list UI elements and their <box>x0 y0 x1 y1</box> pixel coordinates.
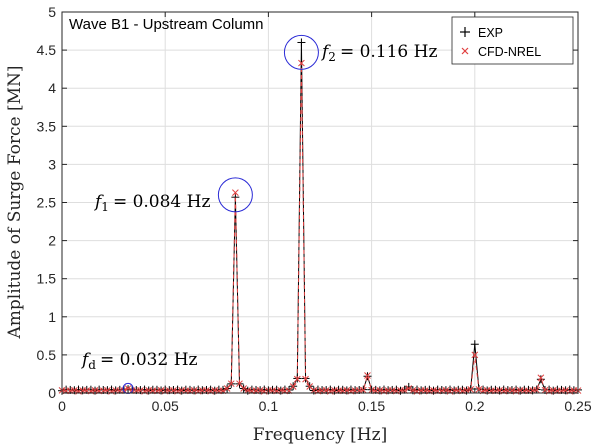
data-point-marker <box>442 387 450 394</box>
x-tick-label: 0.2 <box>465 398 485 414</box>
data-point-marker <box>71 387 78 394</box>
data-point-marker <box>302 375 309 383</box>
data-point-marker <box>471 351 479 359</box>
y-tick-label: 4 <box>48 80 56 96</box>
data-point-marker <box>533 386 541 394</box>
y-tick-label: 4.5 <box>37 42 57 58</box>
annotation-f2-label: f2 = 0.116 Hz <box>320 42 437 64</box>
data-point-marker <box>562 387 569 394</box>
y-tick-label: 1 <box>48 309 56 325</box>
legend-marker-exp <box>460 27 470 37</box>
data-point-marker <box>190 386 198 394</box>
y-tick-label: 3 <box>48 156 56 172</box>
x-tick-label: 0.05 <box>152 398 179 414</box>
data-point-marker <box>508 387 516 394</box>
data-point-marker <box>541 386 549 394</box>
data-point-marker <box>289 383 297 390</box>
axis-ticks: 0 0.05 0.1 0.15 0.2 0.25 0 0.5 1 1.5 2 2.5 3 3.5 4 4.5 5 <box>37 4 592 414</box>
annotation-f1: f1 = 0.084 Hz <box>93 192 210 214</box>
y-tick-label: 0.5 <box>37 347 57 363</box>
x-tick-label: 0.15 <box>358 398 385 414</box>
data-point-marker <box>104 387 111 394</box>
legend-box <box>451 16 574 65</box>
data-point-marker <box>137 387 144 394</box>
data-point-marker <box>298 59 305 67</box>
y-tick-label: 2.5 <box>37 195 57 211</box>
data-point-marker <box>364 372 371 379</box>
legend-marker-cfd-nrel <box>461 47 469 55</box>
x-axis-label: Frequency [Hz] <box>253 425 387 445</box>
annotation-f2: f2 = 0.116 Hz <box>320 42 437 64</box>
data-point-marker <box>124 385 132 392</box>
peak-circle <box>217 177 253 213</box>
y-tick-label: 3.5 <box>37 118 57 134</box>
legend-item-exp: EXP <box>460 26 503 40</box>
data-point-marker <box>363 372 372 381</box>
annotation-fd: fd = 0.032 Hz <box>80 350 198 372</box>
data-point-marker <box>404 382 413 391</box>
data-point-marker <box>322 387 330 394</box>
chart-title: Wave B1 - Upstream Column <box>69 16 264 33</box>
legend: EXP CFD-NREL <box>451 16 574 65</box>
data-point-marker <box>256 387 264 394</box>
data-point-marker <box>475 386 483 393</box>
data-point-marker <box>409 387 417 394</box>
x-tick-label: 0 <box>58 398 66 414</box>
data-point-marker <box>240 385 247 392</box>
data-point-marker <box>463 386 470 394</box>
y-axis-label: Amplitude of Surge Force [MN] <box>5 65 25 339</box>
legend-label-cfd-nrel: CFD-NREL <box>478 45 541 59</box>
data-point-marker <box>470 340 479 349</box>
data-point-marker <box>343 386 351 394</box>
data-point-marker <box>537 374 545 382</box>
x-tick-label: 0.1 <box>259 398 279 414</box>
y-tick-label: 0 <box>48 385 56 401</box>
peak-circle <box>283 34 319 70</box>
y-tick-label: 2 <box>48 233 56 249</box>
x-tick-label: 0.25 <box>564 398 591 414</box>
data-point-marker <box>405 385 413 392</box>
y-tick-label: 1.5 <box>37 271 57 287</box>
data-point-marker <box>297 38 306 47</box>
annotation-f1-label: f1 = 0.084 Hz <box>93 192 210 214</box>
data-point-marker <box>293 375 301 383</box>
data-point-marker <box>170 387 177 394</box>
data-point-marker <box>232 189 239 196</box>
data-point-marker <box>545 385 554 394</box>
y-tick-label: 5 <box>48 4 56 20</box>
data-point-marker <box>467 386 475 393</box>
data-point-marker <box>376 387 384 394</box>
legend-item-cfd-nrel: CFD-NREL <box>461 45 541 59</box>
legend-label-exp: EXP <box>478 26 503 40</box>
annotation-fd-label: fd = 0.032 Hz <box>80 350 198 372</box>
data-point-marker <box>227 380 235 388</box>
data-point-marker <box>359 386 367 394</box>
